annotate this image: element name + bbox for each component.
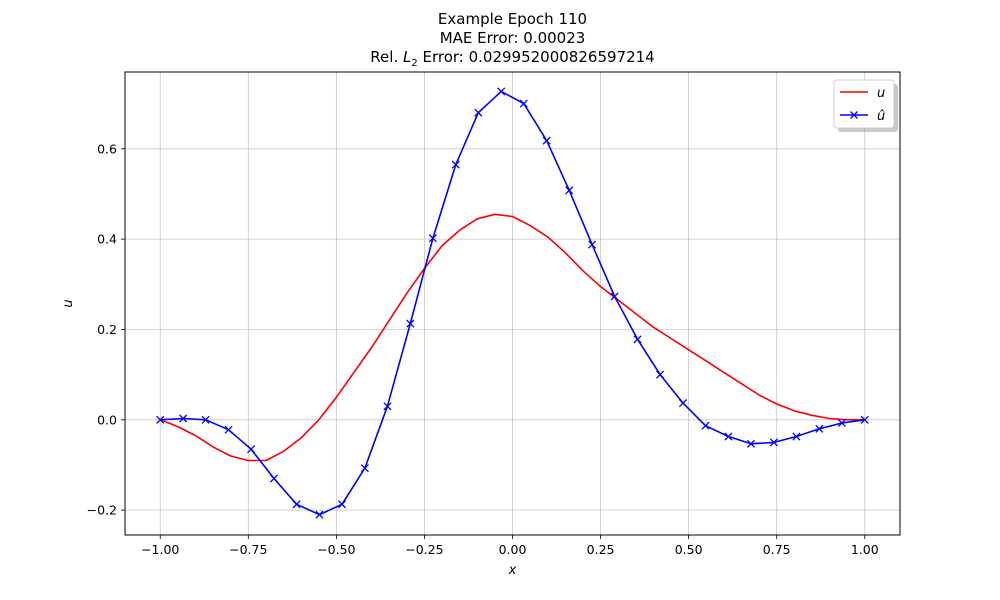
data-point-marker xyxy=(610,292,619,301)
data-point-marker xyxy=(588,240,597,249)
title-rel-prefix: Rel. xyxy=(370,48,403,66)
title-rel-L: L xyxy=(402,48,412,66)
series-line-1 xyxy=(160,90,865,516)
legend-label-u: u xyxy=(877,86,885,101)
axis-ticks: −1.00 −0.75 −0.50 −0.25 0.00 0.25 0.50 0.75 1.00… xyxy=(87,141,879,557)
data-point-marker xyxy=(406,319,415,328)
data-point-marker xyxy=(156,415,165,424)
data-point-marker xyxy=(451,160,460,169)
data-point-marker xyxy=(724,432,733,441)
data-point-marker xyxy=(497,87,506,96)
x-tick-label: −0.50 xyxy=(317,542,355,557)
data-point-marker xyxy=(701,421,710,430)
title-rel-suffix: Error: 0.029952000826597214 xyxy=(417,48,655,66)
data-point-marker xyxy=(792,432,801,441)
x-tick-label: 0.50 xyxy=(675,542,703,557)
data-point-marker xyxy=(656,370,665,379)
data-point-marker xyxy=(337,500,347,509)
data-point-marker xyxy=(224,425,233,434)
data-point-marker xyxy=(315,510,324,519)
x-tick-label: −0.25 xyxy=(405,542,443,557)
data-point-marker xyxy=(565,186,574,195)
y-tick-label: 0.2 xyxy=(97,322,117,337)
x-tick-label: 1.00 xyxy=(851,542,879,557)
title-line-3: Rel. L2 Error: 0.029952000826597214 xyxy=(125,48,900,73)
series-line-0 xyxy=(159,213,865,462)
series-layer xyxy=(156,87,869,519)
data-point-marker xyxy=(837,418,846,428)
data-point-marker xyxy=(542,136,551,145)
x-tick-label: −1.00 xyxy=(141,542,179,557)
y-tick-label: 0.0 xyxy=(97,412,117,427)
y-tick-label: 0.6 xyxy=(97,141,117,156)
data-point-marker xyxy=(474,108,483,117)
x-tick-label: 0.25 xyxy=(587,542,615,557)
data-point-marker xyxy=(247,445,256,454)
title-line-2: MAE Error: 0.00023 xyxy=(439,29,586,47)
title-rel-sub: 2 xyxy=(411,58,418,69)
data-point-marker xyxy=(383,402,392,411)
y-axis-label: u xyxy=(61,299,76,307)
x-tick-label: 0.75 xyxy=(763,542,791,557)
data-point-marker xyxy=(633,335,642,344)
legend-marker-uhat xyxy=(850,111,858,119)
data-point-marker xyxy=(769,438,778,447)
title-line-1: Example Epoch 110 xyxy=(437,10,588,28)
data-point-marker xyxy=(201,415,210,424)
data-point-marker xyxy=(269,474,279,483)
data-point-marker xyxy=(292,500,301,509)
x-tick-label: −0.75 xyxy=(229,542,267,557)
data-point-marker xyxy=(815,424,824,433)
data-point-marker xyxy=(360,464,369,473)
legend-label-uhat: û xyxy=(877,109,885,124)
legend: u û xyxy=(833,79,898,132)
x-tick-label: 0.00 xyxy=(499,542,527,557)
data-point-marker xyxy=(519,99,528,108)
data-point-marker xyxy=(428,234,437,243)
y-tick-label: 0.4 xyxy=(97,232,117,247)
data-point-marker xyxy=(860,415,869,424)
data-point-marker xyxy=(678,399,688,408)
x-axis-label: x xyxy=(508,563,517,578)
y-tick-label: −0.2 xyxy=(87,503,117,518)
grid-lines xyxy=(125,72,900,535)
chart-title: Example Epoch 110 MAE Error: 0.00023 Rel… xyxy=(125,10,900,73)
data-point-marker xyxy=(746,439,756,448)
data-point-marker xyxy=(179,414,188,423)
